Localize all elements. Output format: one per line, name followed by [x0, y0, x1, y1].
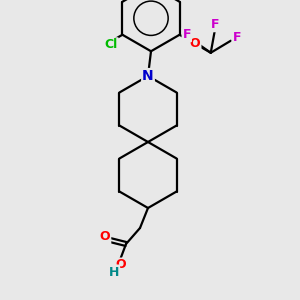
- Text: O: O: [116, 259, 126, 272]
- Text: O: O: [100, 230, 110, 244]
- Text: N: N: [142, 69, 154, 83]
- Text: F: F: [232, 31, 241, 44]
- Text: O: O: [190, 37, 200, 50]
- Text: H: H: [109, 266, 119, 278]
- Text: F: F: [211, 18, 219, 31]
- Text: F: F: [182, 28, 191, 41]
- Text: Cl: Cl: [104, 38, 118, 51]
